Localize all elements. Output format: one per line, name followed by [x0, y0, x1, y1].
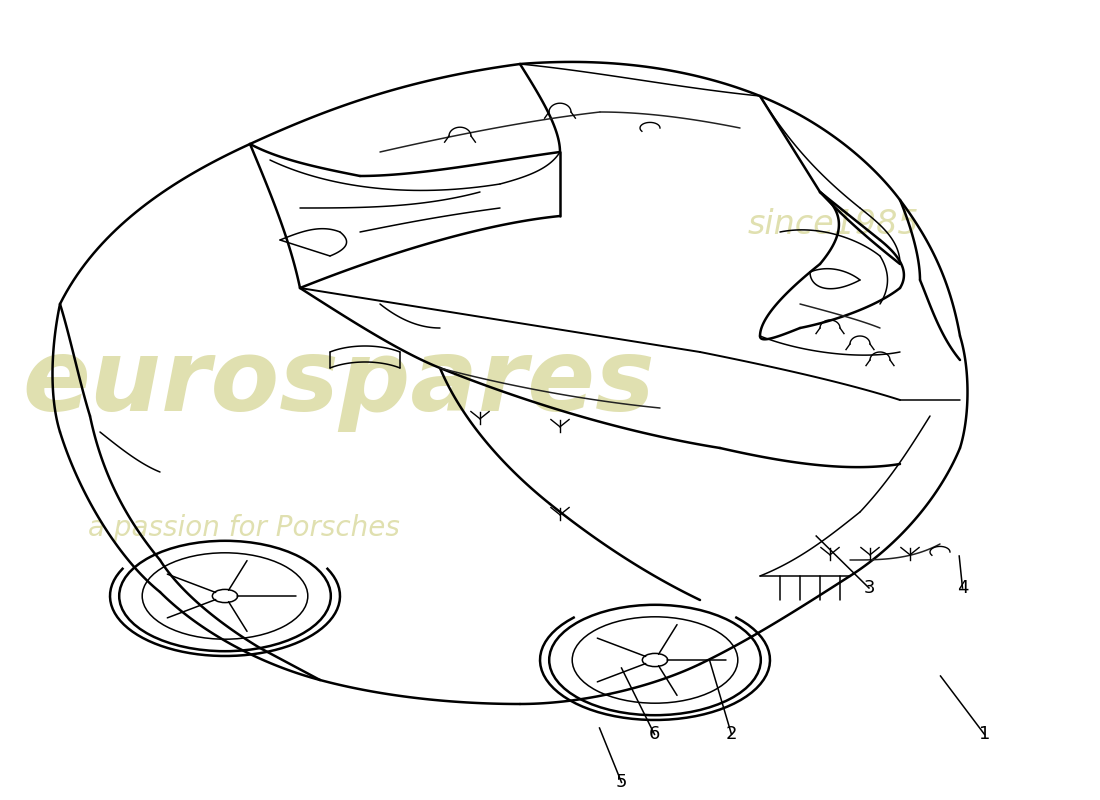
- Text: 4: 4: [957, 579, 968, 597]
- Text: 2: 2: [726, 726, 737, 743]
- Text: 3: 3: [864, 579, 874, 597]
- Text: eurospares: eurospares: [22, 335, 654, 433]
- Text: 1: 1: [979, 726, 990, 743]
- Text: since1985: since1985: [748, 207, 920, 241]
- Text: 6: 6: [649, 726, 660, 743]
- Text: 5: 5: [616, 774, 627, 791]
- Text: a passion for Porsches: a passion for Porsches: [88, 514, 400, 542]
